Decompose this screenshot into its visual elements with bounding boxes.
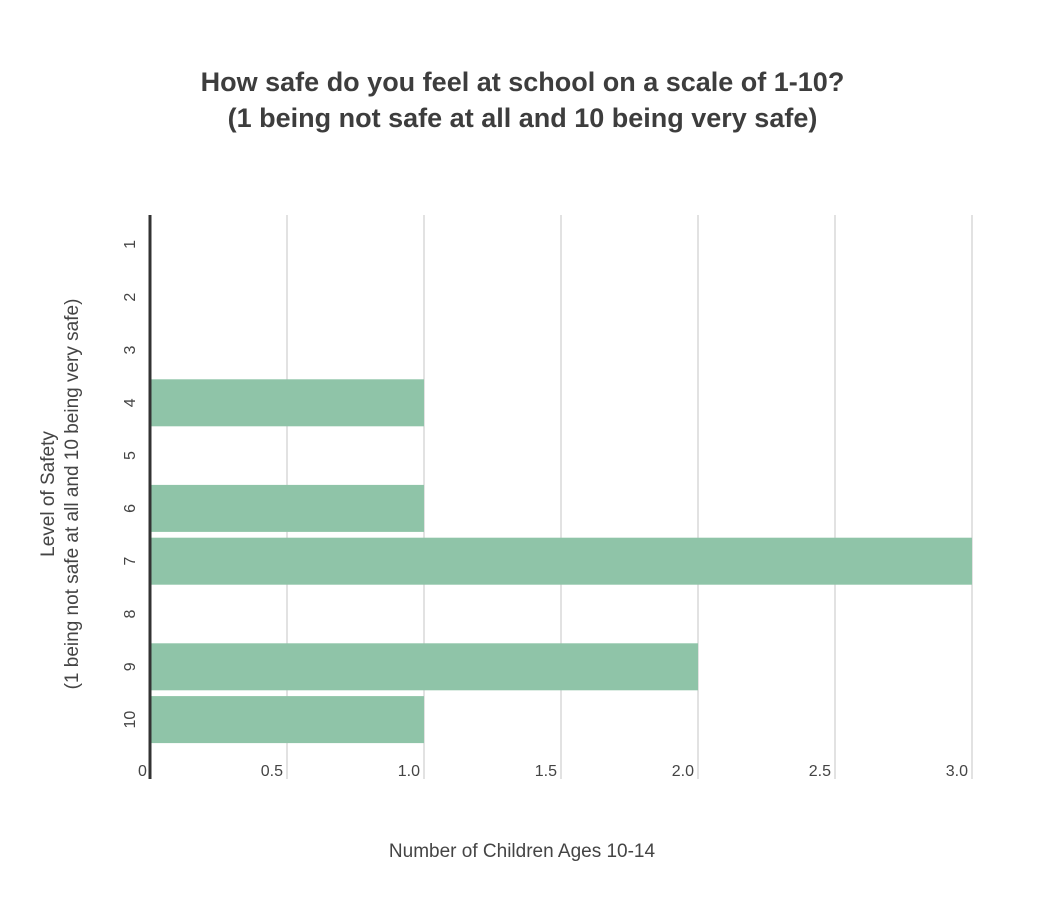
bar-4 [151,379,424,427]
y-tick-label: 6 [122,504,139,513]
x-tick-label: 2.5 [809,763,831,780]
y-tick-label: 2 [122,293,139,302]
x-tick-label: 1.0 [398,763,420,780]
y-tick-label: 5 [122,451,139,460]
y-tick-label: 3 [122,345,139,354]
x-tick-label: 1.5 [535,763,557,780]
y-tick-label: 7 [122,557,139,566]
chart-title-block: How safe do you feel at school on a scal… [0,64,1045,136]
x-tick-label: 0 [138,763,147,780]
chart-subtitle: (1 being not safe at all and 10 being ve… [227,103,818,133]
x-tick-label: 0.5 [261,763,283,780]
y-tick-label: 8 [122,609,139,618]
x-tick-label: 3.0 [946,763,968,780]
x-axis-title: Number of Children Ages 10-14 [389,841,656,862]
y-axis-title: Level of Safety [38,431,59,557]
y-axis-title-group: Level of Safety (1 being not safe at all… [38,299,83,690]
x-tick-label: 2.0 [672,763,694,780]
bar-9 [151,643,698,691]
y-axis-subtitle: (1 being not safe at all and 10 being ve… [62,299,83,690]
tick-labels: 0 0.5 1.0 1.5 2.0 2.5 3.0 1 2 3 4 5 6 7 8 9 10 [122,240,968,780]
y-tick-label: 9 [122,662,139,671]
bar-7 [151,537,972,585]
bars [151,379,972,744]
bar-10 [151,696,424,744]
bar-6 [151,484,424,532]
y-tick-label: 10 [122,711,139,729]
y-tick-label: 1 [122,240,139,249]
chart-title: How safe do you feel at school on a scal… [200,67,845,97]
y-tick-label: 4 [122,398,139,407]
